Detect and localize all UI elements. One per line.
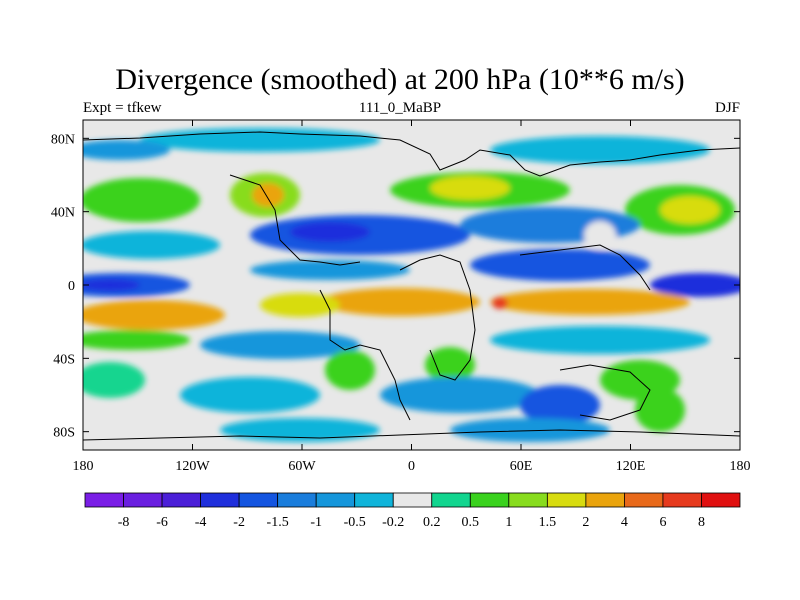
colorbar-swatch (431, 492, 471, 508)
y-tick-label: 40S (53, 352, 75, 367)
colorbar-swatch (238, 492, 279, 508)
colorbar-swatch (624, 492, 664, 508)
x-tick-label: 120E (616, 459, 646, 474)
colorbar-label: -6 (156, 515, 168, 530)
colorbar-swatch (392, 492, 433, 508)
season-label: DJF (714, 100, 740, 116)
northern-coast (83, 131, 740, 177)
blob (470, 249, 650, 281)
blob (320, 288, 480, 316)
blob (290, 222, 370, 242)
south-america-coast (319, 289, 411, 421)
blob (490, 326, 710, 354)
blob (430, 176, 510, 200)
colorbar-swatch (315, 492, 356, 508)
blob (635, 388, 685, 432)
colorbar-swatch (701, 492, 741, 508)
colorbar-label: -2 (233, 515, 245, 530)
colorbar-label: 0.2 (423, 515, 441, 530)
blob (200, 331, 360, 359)
x-tick-label: 0 (408, 459, 415, 474)
colorbar-label: -0.5 (344, 515, 366, 530)
africa-coast (399, 254, 476, 381)
blob (83, 362, 145, 398)
blob (260, 293, 340, 317)
blob (492, 297, 508, 309)
x-tick-label: 180 (730, 459, 751, 474)
colorbar-swatch (161, 492, 201, 508)
blob (83, 140, 170, 160)
australia-coast (559, 364, 651, 421)
blob (83, 178, 200, 222)
colorbar-label: -0.2 (382, 515, 404, 530)
experiment-label: Expt = tfkew (83, 100, 162, 116)
colorbar-swatch (585, 492, 625, 508)
blob (490, 289, 690, 315)
x-tick-label: 60W (288, 459, 316, 474)
colorbar-swatch (508, 492, 548, 508)
colorbar-label: 2 (582, 515, 589, 530)
colorbar-swatch (546, 492, 587, 508)
colorbar-swatch (84, 492, 124, 508)
colorbar-label: 1 (505, 515, 512, 530)
blob (83, 231, 220, 259)
blob (220, 418, 380, 442)
x-tick-label: 60E (510, 459, 533, 474)
colorbar-swatch (277, 492, 317, 508)
y-tick-label: 80N (51, 132, 75, 147)
y-tick-label: 80S (53, 426, 75, 441)
blob (650, 273, 740, 297)
colorbar-swatch (469, 492, 510, 508)
blob (490, 136, 710, 164)
colorbar-swatch (662, 492, 702, 508)
blob (250, 260, 410, 280)
map-title: Divergence (smoothed) at 200 hPa (10**6 … (115, 63, 685, 96)
x-tick-label: 180 (73, 459, 94, 474)
colorbar-swatch (200, 492, 240, 508)
colorbar-label: 1.5 (539, 515, 557, 530)
blob (584, 221, 616, 249)
blob (83, 279, 140, 291)
blob (380, 377, 540, 413)
blob (83, 300, 225, 330)
colorbar-swatch (123, 492, 163, 508)
colorbar-label: 6 (659, 515, 666, 530)
axis-ticks: 180 120W 60W 0 60E 120E 180 80N 40N 0 40S 80S (51, 120, 751, 474)
blob (180, 377, 320, 413)
colorbar-label: -1 (310, 515, 322, 530)
blob (325, 350, 375, 390)
colorbar-label: 0.5 (462, 515, 480, 530)
blob (450, 418, 610, 442)
colorbar-label: -4 (195, 515, 207, 530)
colorbar-swatch (354, 492, 394, 508)
asia-coast (519, 244, 651, 291)
field-blobs (83, 128, 740, 442)
blob (83, 330, 190, 350)
x-tick-label: 120W (175, 459, 210, 474)
blob (425, 347, 475, 383)
blob (252, 183, 284, 207)
blob (660, 196, 720, 224)
case-label: 111_0_MaBP (358, 100, 442, 116)
colorbar-label: -8 (118, 515, 130, 530)
colorbar-label: -1.5 (267, 515, 289, 530)
colorbar-label: 8 (698, 515, 705, 530)
y-tick-label: 40N (51, 206, 75, 221)
y-tick-label: 0 (68, 279, 75, 294)
colorbar-label: 4 (621, 515, 628, 530)
colorbar: -8 -6 -4 -2 -1.5 -1 -0.5 -0.2 0.2 0.5 1 1.5 2 4 6 8 (84, 492, 741, 530)
antarctica-coast (83, 429, 740, 441)
coastlines (83, 131, 740, 441)
north-america-coast (229, 174, 361, 266)
field-layer (83, 120, 740, 450)
